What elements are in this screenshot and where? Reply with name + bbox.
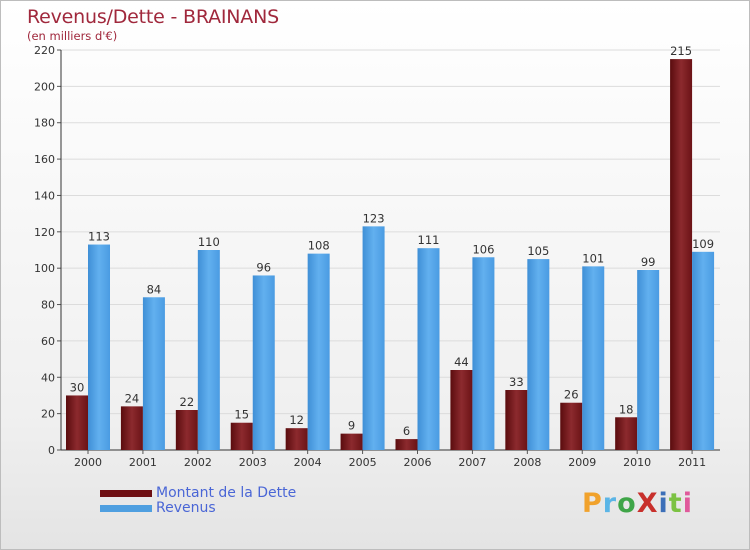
data-label-debt: 22 — [180, 395, 195, 409]
legend-swatch-debt — [100, 490, 152, 497]
bar-revenue — [417, 248, 440, 450]
data-label-revenue: 101 — [582, 251, 604, 265]
bar-debt — [615, 417, 638, 450]
y-tick-label: 40 — [41, 371, 55, 384]
y-tick-label: 160 — [34, 153, 55, 166]
legend-label-debt: Montant de la Dette — [156, 485, 297, 501]
bar-debt — [340, 433, 363, 450]
data-label-debt: 18 — [619, 402, 634, 416]
x-tick-label: 2001 — [129, 456, 157, 469]
logo-letter: i — [682, 488, 693, 519]
logo-letter: X — [636, 488, 659, 519]
x-tick-label: 2006 — [404, 456, 432, 469]
bar-debt — [450, 370, 473, 450]
data-label-debt: 33 — [509, 375, 524, 389]
bar-revenue — [252, 275, 275, 450]
x-tick-label: 2008 — [513, 456, 541, 469]
bar-debt — [505, 390, 528, 450]
proxiti-logo: ProXiti — [582, 488, 693, 519]
logo-letter: o — [617, 488, 637, 519]
logo-letter: P — [582, 488, 603, 519]
y-tick-label: 180 — [34, 117, 55, 130]
data-label-debt: 12 — [289, 413, 304, 427]
y-tick-label: 80 — [41, 299, 55, 312]
data-label-revenue: 113 — [88, 230, 110, 244]
legend-label-revenue: Revenus — [156, 500, 216, 516]
data-label-debt: 44 — [454, 355, 469, 369]
bar-revenue — [88, 244, 110, 450]
legend-item-debt: Montant de la Dette — [100, 486, 296, 501]
data-label-revenue: 111 — [418, 233, 440, 247]
y-tick-label: 200 — [34, 80, 55, 93]
bar-revenue — [582, 266, 605, 450]
x-tick-label: 2000 — [74, 456, 102, 469]
bar-debt — [670, 59, 693, 450]
logo-letter: t — [668, 488, 683, 519]
y-tick-label: 60 — [41, 335, 55, 348]
bar-revenue — [692, 251, 715, 450]
data-label-revenue: 110 — [198, 235, 220, 249]
y-tick-label: 100 — [34, 262, 55, 275]
data-label-debt: 26 — [564, 388, 579, 402]
data-label-revenue: 99 — [641, 255, 656, 269]
data-label-revenue: 105 — [527, 244, 549, 258]
x-tick-label: 2002 — [184, 456, 212, 469]
legend-swatch-revenue — [100, 505, 152, 512]
data-label-revenue: 109 — [692, 237, 714, 251]
logo-letter: i — [658, 488, 669, 519]
bar-revenue — [637, 270, 660, 450]
data-label-revenue: 96 — [256, 260, 271, 274]
y-tick-label: 120 — [34, 226, 55, 239]
bar-revenue — [197, 250, 220, 450]
data-label-debt: 9 — [348, 419, 355, 433]
x-tick-label: 2010 — [623, 456, 651, 469]
data-label-debt: 24 — [125, 391, 140, 405]
data-label-revenue: 106 — [472, 242, 494, 256]
y-tick-label: 140 — [34, 189, 55, 202]
x-tick-label: 2004 — [294, 456, 322, 469]
legend-item-revenue: Revenus — [100, 501, 296, 516]
bar-debt — [120, 406, 143, 450]
data-label-debt: 215 — [670, 44, 692, 58]
data-label-debt: 30 — [70, 380, 85, 394]
chart-title: Revenus/Dette - BRAINANS — [27, 6, 279, 28]
bar-debt — [395, 439, 418, 450]
x-tick-label: 2005 — [349, 456, 377, 469]
bar-revenue — [362, 226, 385, 450]
bar-revenue — [527, 259, 550, 450]
x-tick-label: 2011 — [678, 456, 706, 469]
data-label-debt: 15 — [234, 408, 249, 422]
data-label-revenue: 84 — [147, 282, 162, 296]
logo-letter: r — [602, 488, 618, 519]
bar-debt — [175, 410, 198, 450]
bar-revenue — [307, 253, 330, 450]
data-label-revenue: 123 — [363, 211, 385, 225]
bar-revenue — [472, 257, 495, 450]
chart-subtitle: (en milliers d'€) — [27, 29, 118, 43]
x-tick-label: 2003 — [239, 456, 267, 469]
bar-revenue — [142, 297, 165, 450]
y-tick-label: 0 — [48, 444, 55, 457]
data-label-debt: 6 — [403, 424, 410, 438]
y-tick-label: 20 — [41, 408, 55, 421]
bar-debt — [66, 395, 88, 450]
x-tick-label: 2007 — [458, 456, 486, 469]
y-tick-label: 220 — [34, 44, 55, 57]
chart-legend: Montant de la Dette Revenus — [100, 486, 296, 516]
bar-debt — [560, 402, 583, 450]
x-tick-label: 2009 — [568, 456, 596, 469]
bar-debt — [285, 428, 308, 450]
bar-debt — [230, 422, 253, 450]
data-label-revenue: 108 — [308, 239, 330, 253]
